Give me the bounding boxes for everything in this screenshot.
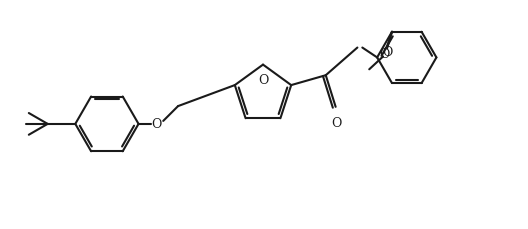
Text: O: O (379, 48, 389, 61)
Text: O: O (382, 46, 392, 59)
Text: O: O (332, 116, 342, 129)
Text: O: O (151, 118, 162, 131)
Text: O: O (258, 73, 268, 86)
